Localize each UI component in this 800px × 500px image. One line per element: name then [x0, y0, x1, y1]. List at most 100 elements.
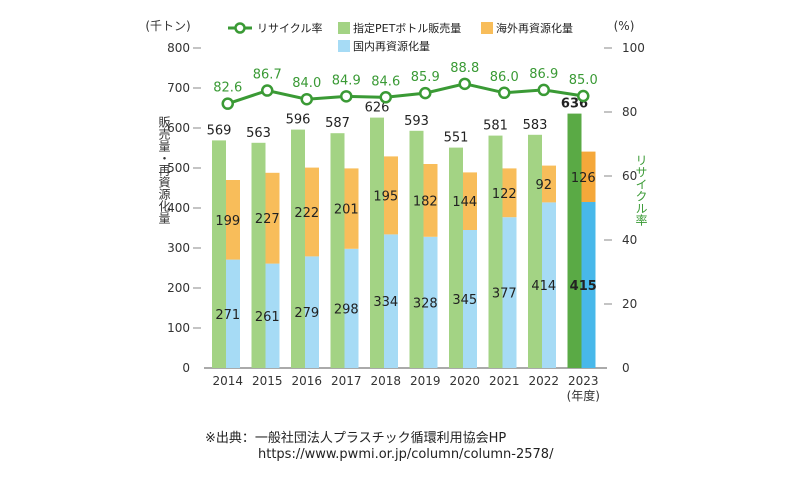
- bar-overseas: [384, 156, 398, 235]
- rate-label: 85.0: [569, 73, 598, 88]
- right-tick-label: 0: [622, 361, 630, 375]
- rate-label: 86.9: [529, 67, 558, 82]
- rate-label: 84.0: [292, 76, 321, 91]
- rate-label: 88.8: [450, 61, 479, 76]
- right-axis-label: リサイクル率: [634, 154, 648, 226]
- x-tick-label: 2022: [528, 374, 559, 388]
- x-tick-label: 2019: [410, 374, 441, 388]
- label-overseas: 122: [492, 187, 517, 202]
- label-sales: 626: [365, 101, 390, 116]
- bar-sales: [251, 142, 266, 368]
- source-url: https://www.pwmi.or.jp/column/column-257…: [258, 447, 554, 462]
- bar-overseas: [305, 167, 319, 257]
- left-tick-label: 500: [167, 161, 190, 175]
- label-domestic: 271: [215, 308, 240, 323]
- bar-domestic: [226, 259, 240, 368]
- bar-domestic: [542, 202, 556, 368]
- label-overseas: 199: [215, 214, 240, 229]
- bar-overseas: [502, 168, 517, 218]
- label-overseas: 227: [255, 212, 280, 227]
- left-axis-label: 販売量・再資源化量: [157, 116, 171, 224]
- label-overseas: 195: [373, 189, 398, 204]
- bar-overseas: [265, 172, 280, 264]
- x-tick-label: 2021: [489, 374, 520, 388]
- rate-label: 85.9: [411, 70, 440, 85]
- rate-label: 84.6: [371, 74, 400, 89]
- left-tick-label: 800: [167, 41, 190, 55]
- label-overseas: 222: [294, 206, 319, 221]
- label-domestic: 298: [334, 302, 359, 317]
- bar-overseas: [344, 168, 359, 249]
- right-tick-label: 80: [622, 105, 637, 119]
- rate-point: [537, 83, 550, 97]
- rate-point: [577, 89, 590, 103]
- x-tick-label: 2014: [212, 374, 243, 388]
- bar-sales: [409, 130, 424, 368]
- rate-label: 84.9: [332, 73, 361, 88]
- bar-overseas: [463, 172, 477, 230]
- x-axis-unit: (年度): [567, 388, 600, 403]
- legend-rate-marker: [234, 22, 246, 34]
- x-tick-label: 2017: [331, 374, 362, 388]
- label-overseas: 92: [535, 178, 552, 193]
- rate-line: [227, 82, 584, 106]
- bar-overseas: [542, 165, 556, 203]
- bar-overseas: [423, 164, 438, 237]
- bar-sales: [370, 117, 384, 368]
- rate-point: [340, 90, 353, 103]
- rate-label: 86.7: [253, 68, 282, 83]
- left-tick-label: 300: [167, 241, 190, 255]
- rate-point: [261, 84, 274, 97]
- label-overseas: 182: [413, 194, 438, 209]
- bar-overseas: [581, 151, 596, 202]
- rate-point: [379, 91, 392, 104]
- label-domestic: 345: [452, 293, 477, 308]
- label-domestic: 414: [531, 279, 556, 294]
- label-sales: 593: [404, 114, 429, 129]
- left-tick-label: 0: [182, 361, 190, 375]
- label-domestic: 415: [570, 279, 597, 294]
- label-sales: 569: [207, 123, 232, 138]
- legend-domestic-swatch: [338, 40, 350, 52]
- bar-sales: [567, 113, 582, 368]
- legend-sales-label: 指定PETボトル販売量: [353, 21, 461, 35]
- left-tick-label: 600: [167, 121, 190, 135]
- rate-point: [419, 86, 432, 100]
- bar-domestic: [305, 256, 319, 368]
- label-sales: 551: [444, 131, 469, 146]
- legend-overseas-swatch: [481, 22, 493, 34]
- left-tick-label: 200: [167, 281, 190, 295]
- rate-label: 86.0: [490, 70, 519, 85]
- label-overseas: 126: [571, 171, 596, 186]
- legend-sales-swatch: [338, 22, 350, 34]
- legend-domestic-label: 国内再資源化量: [353, 39, 430, 53]
- label-overseas: 201: [334, 203, 359, 218]
- bar-domestic: [344, 248, 359, 368]
- x-tick-label: 2018: [370, 374, 401, 388]
- x-tick-label: 2020: [449, 374, 480, 388]
- right-tick-label: 100: [622, 41, 645, 55]
- label-sales: 583: [523, 118, 548, 133]
- label-sales: 563: [246, 126, 271, 141]
- label-domestic: 334: [373, 295, 398, 310]
- label-sales: 587: [325, 116, 350, 131]
- bar-sales: [291, 129, 305, 368]
- bar-sales: [212, 140, 226, 368]
- x-tick-label: 2015: [252, 374, 283, 388]
- left-axis-unit: (千トン): [145, 19, 190, 33]
- rate-point: [498, 86, 511, 100]
- label-sales: 581: [483, 119, 508, 134]
- bar-domestic: [581, 202, 596, 368]
- label-domestic: 377: [492, 287, 517, 302]
- legend-rate-label: リサイクル率: [257, 21, 322, 35]
- bar-domestic: [423, 236, 438, 368]
- right-tick-label: 20: [622, 297, 637, 311]
- legend-overseas-label: 海外再資源化量: [496, 21, 573, 35]
- left-tick-label: 400: [167, 201, 190, 215]
- label-domestic: 328: [413, 296, 438, 311]
- x-tick-label: 2016: [291, 374, 322, 388]
- bar-domestic: [463, 230, 477, 368]
- bar-sales: [528, 134, 542, 368]
- left-tick-label: 100: [167, 321, 190, 335]
- right-tick-label: 40: [622, 233, 637, 247]
